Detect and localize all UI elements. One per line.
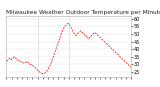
Text: Milwaukee Weather Outdoor Temperature per Minute (Last 24 Hours): Milwaukee Weather Outdoor Temperature pe… bbox=[6, 10, 160, 15]
